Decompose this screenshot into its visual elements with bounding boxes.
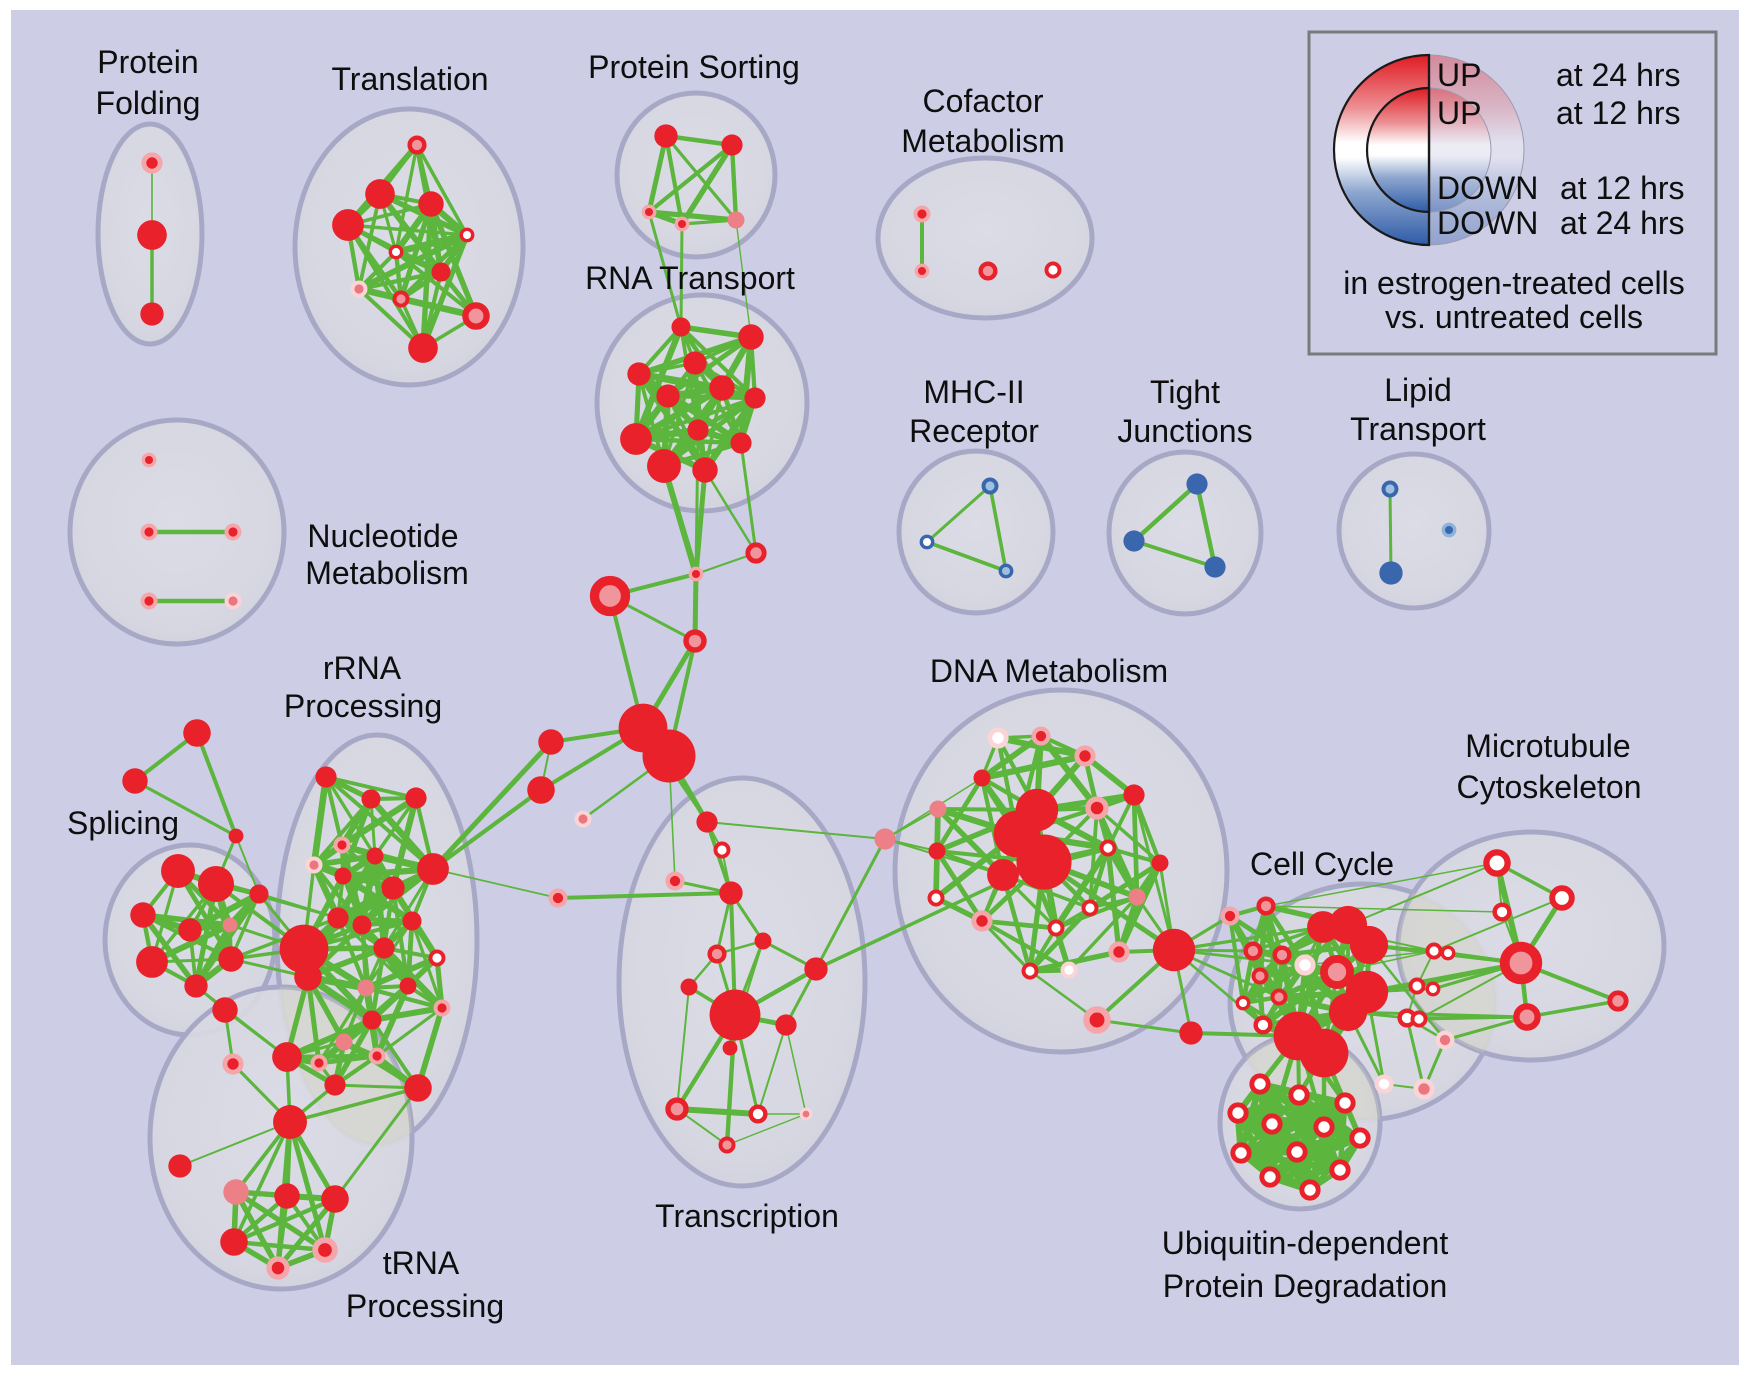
svg-text:Junctions: Junctions bbox=[1117, 413, 1252, 449]
svg-text:rRNA: rRNA bbox=[323, 650, 402, 686]
svg-text:at 12 hrs: at 12 hrs bbox=[1556, 95, 1681, 131]
svg-text:vs. untreated cells: vs. untreated cells bbox=[1385, 299, 1643, 335]
svg-text:Cell Cycle: Cell Cycle bbox=[1250, 846, 1394, 882]
svg-text:Transport: Transport bbox=[1350, 411, 1486, 447]
svg-text:DOWN: DOWN bbox=[1437, 205, 1538, 241]
svg-text:Nucleotide: Nucleotide bbox=[307, 518, 458, 554]
svg-text:Processing: Processing bbox=[346, 1288, 504, 1324]
svg-text:DOWN: DOWN bbox=[1437, 170, 1538, 206]
svg-text:Metabolism: Metabolism bbox=[901, 123, 1065, 159]
svg-text:Tight: Tight bbox=[1150, 374, 1220, 410]
svg-text:in estrogen-treated cells: in estrogen-treated cells bbox=[1343, 265, 1685, 301]
svg-text:Translation: Translation bbox=[331, 61, 488, 97]
svg-text:Microtubule: Microtubule bbox=[1465, 728, 1630, 764]
svg-text:Processing: Processing bbox=[284, 688, 442, 724]
svg-text:Transcription: Transcription bbox=[655, 1198, 839, 1234]
svg-text:MHC-II: MHC-II bbox=[923, 374, 1024, 410]
svg-text:RNA Transport: RNA Transport bbox=[585, 260, 795, 296]
svg-text:Ubiquitin-dependent: Ubiquitin-dependent bbox=[1162, 1225, 1449, 1261]
svg-text:Cytoskeleton: Cytoskeleton bbox=[1457, 769, 1642, 805]
svg-text:Protein Degradation: Protein Degradation bbox=[1163, 1268, 1448, 1304]
svg-text:at 12 hrs: at 12 hrs bbox=[1560, 170, 1685, 206]
svg-text:Cofactor: Cofactor bbox=[923, 83, 1044, 119]
svg-text:Splicing: Splicing bbox=[67, 805, 179, 841]
svg-text:Lipid: Lipid bbox=[1384, 372, 1452, 408]
svg-text:Metabolism: Metabolism bbox=[305, 555, 469, 591]
svg-text:DNA Metabolism: DNA Metabolism bbox=[930, 653, 1168, 689]
svg-text:Protein Sorting: Protein Sorting bbox=[588, 49, 800, 85]
svg-text:tRNA: tRNA bbox=[383, 1245, 460, 1281]
svg-text:Folding: Folding bbox=[96, 85, 201, 121]
svg-text:Protein: Protein bbox=[97, 44, 198, 80]
svg-text:at 24 hrs: at 24 hrs bbox=[1560, 205, 1685, 241]
svg-text:UP: UP bbox=[1437, 95, 1481, 131]
svg-text:Receptor: Receptor bbox=[909, 413, 1039, 449]
svg-text:UP: UP bbox=[1437, 57, 1481, 93]
svg-text:at 24 hrs: at 24 hrs bbox=[1556, 57, 1681, 93]
